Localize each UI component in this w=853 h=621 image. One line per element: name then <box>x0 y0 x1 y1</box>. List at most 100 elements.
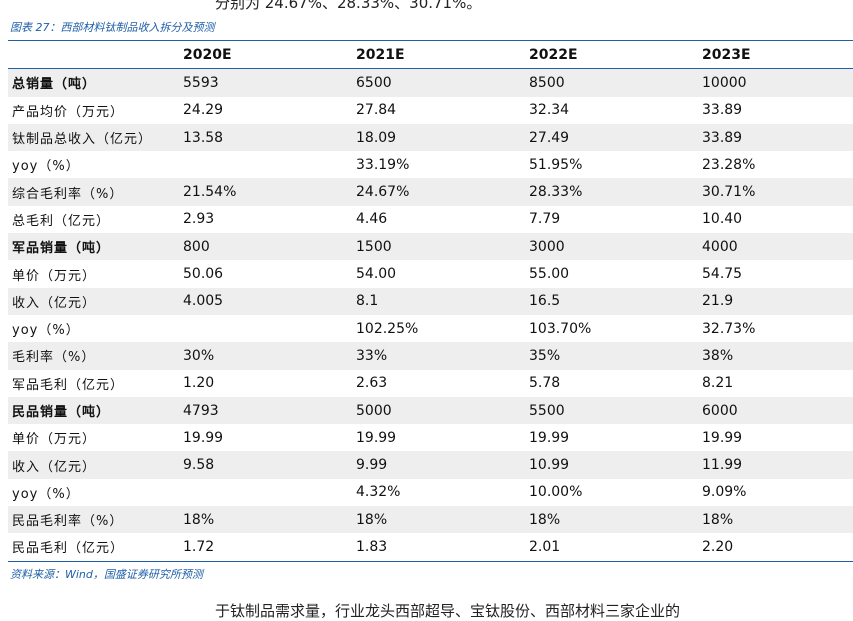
row-label: 军品销量（吨） <box>12 241 111 257</box>
value-cell: 6500 <box>356 74 392 91</box>
row-label: 产品均价（万元） <box>12 104 125 120</box>
table-row: 民品毛利（亿元） 1.72 1.83 2.01 2.20 <box>8 533 853 562</box>
value-cell: 33.89 <box>702 129 743 146</box>
value-cell: 2.01 <box>529 538 561 555</box>
value-cell: 1.20 <box>183 375 215 392</box>
value-cell: 18% <box>529 511 561 528</box>
table-row: 收入（亿元） 4.005 8.1 16.5 21.9 <box>8 287 853 315</box>
value-cell: 4000 <box>702 238 738 255</box>
row-label: 单价（万元） <box>12 268 97 284</box>
header-year-cell: 2021E <box>356 46 405 63</box>
header-year-cell: 2020E <box>183 46 232 63</box>
following-paragraph-fragment: 于钛制品需求量，行业龙头西部超导、宝钛股份、西部材料三家企业的 <box>215 602 681 620</box>
value-cell: 50.06 <box>183 266 224 283</box>
value-cell <box>183 151 356 178</box>
value-cell: 32.73% <box>702 320 756 337</box>
value-cell: 9.99 <box>356 457 388 474</box>
value-cell: 23.28% <box>702 156 756 173</box>
value-cell: 8500 <box>529 74 565 91</box>
row-label: 毛利率（%） <box>12 350 96 366</box>
table-row: yoy（%） 4.32% 10.00% 9.09% <box>8 479 853 506</box>
table-body: 总销量（吨） 5593 6500 8500 10000 产品均价（万元） 24.29 27.8… <box>8 68 853 562</box>
value-cell: 28.33% <box>529 184 583 201</box>
value-cell: 27.84 <box>356 102 397 119</box>
value-cell: 2.20 <box>702 538 734 555</box>
value-cell: 6000 <box>702 402 738 419</box>
value-cell: 5000 <box>356 402 392 419</box>
table-header-row: 2020E 2021E 2022E 2023E <box>8 40 853 69</box>
row-label: 民品销量（吨） <box>12 405 111 420</box>
value-cell: 54.75 <box>702 266 743 283</box>
value-cell: 9.58 <box>183 457 215 474</box>
value-cell: 18% <box>183 511 215 528</box>
row-label: 总毛利（亿元） <box>12 213 111 229</box>
value-cell: 4.32% <box>356 484 401 501</box>
value-cell: 24.67% <box>356 184 410 201</box>
value-cell: 51.95% <box>529 156 583 173</box>
value-cell: 2.93 <box>183 211 215 228</box>
value-cell: 38% <box>702 347 734 364</box>
value-cell: 24.29 <box>183 102 224 119</box>
row-label: 收入（亿元） <box>12 295 97 311</box>
value-cell: 4.46 <box>356 211 388 228</box>
row-label: 民品毛利率（%） <box>12 514 124 530</box>
table-row: 综合毛利率（%） 21.54% 24.67% 28.33% 30.71% <box>8 178 853 206</box>
row-label: 收入（亿元） <box>12 459 97 475</box>
value-cell: 16.5 <box>529 293 561 310</box>
value-cell: 33.89 <box>702 102 743 119</box>
value-cell: 3000 <box>529 238 565 255</box>
value-cell: 21.54% <box>183 184 237 201</box>
table-row: 毛利率（%） 30% 33% 35% 38% <box>8 342 853 370</box>
row-label: 民品毛利（亿元） <box>12 541 125 557</box>
table-row: 钛制品总收入（亿元） 13.58 18.09 27.49 33.89 <box>8 123 853 152</box>
table-row: 总毛利（亿元） 2.93 4.46 7.79 10.40 <box>8 206 853 233</box>
value-cell: 18% <box>702 511 734 528</box>
row-label: yoy（%） <box>12 486 80 502</box>
row-label: 钛制品总收入（亿元） <box>12 132 153 148</box>
value-cell: 30% <box>183 347 215 364</box>
value-cell: 18% <box>356 511 388 528</box>
value-cell: 54.00 <box>356 266 397 283</box>
value-cell: 19.99 <box>702 429 743 446</box>
value-cell: 27.49 <box>529 129 570 146</box>
value-cell: 1.72 <box>183 538 215 555</box>
value-cell: 5.78 <box>529 375 561 392</box>
value-cell: 18.09 <box>356 129 397 146</box>
row-label: 综合毛利率（%） <box>12 186 124 202</box>
value-cell: 102.25% <box>356 320 419 337</box>
value-cell: 1.83 <box>356 538 388 555</box>
table-row: 产品均价（万元） 24.29 27.84 32.34 33.89 <box>8 97 853 124</box>
value-cell: 800 <box>183 238 210 255</box>
value-cell: 4.005 <box>183 293 224 310</box>
value-cell: 8.1 <box>356 293 379 310</box>
value-cell: 19.99 <box>356 429 397 446</box>
value-cell: 30.71% <box>702 184 756 201</box>
value-cell: 35% <box>529 347 561 364</box>
value-cell: 10.00% <box>529 484 583 501</box>
value-cell: 32.34 <box>529 102 570 119</box>
value-cell: 33.19% <box>356 156 410 173</box>
table-row: 单价（万元） 19.99 19.99 19.99 19.99 <box>8 424 853 451</box>
header-year-cell: 2023E <box>702 46 751 63</box>
value-cell: 19.99 <box>529 429 570 446</box>
row-label: yoy（%） <box>12 159 80 175</box>
revenue-forecast-table: 2020E 2021E 2022E 2023E 总销量（吨） 5593 6500 8500 1… <box>8 40 853 562</box>
value-cell: 9.09% <box>702 484 747 501</box>
value-cell: 21.9 <box>702 293 734 310</box>
table-caption: 图表 27：西部材料钛制品收入拆分及预测 <box>10 21 215 34</box>
table-row: yoy（%） 33.19% 51.95% 23.28% <box>8 151 853 178</box>
value-cell: 1500 <box>356 238 392 255</box>
value-cell: 10.99 <box>529 457 570 474</box>
table-row: 单价（万元） 50.06 54.00 55.00 54.75 <box>8 260 853 287</box>
value-cell: 5500 <box>529 402 565 419</box>
table-row: 军品销量（吨） 800 1500 3000 4000 <box>8 233 853 261</box>
header-year-cell: 2022E <box>529 46 578 63</box>
value-cell: 5593 <box>183 74 219 91</box>
value-cell: 7.79 <box>529 211 561 228</box>
table-row: 军品毛利（亿元） 1.20 2.63 5.78 8.21 <box>8 370 853 397</box>
value-cell: 10000 <box>702 74 747 91</box>
table-row: 收入（亿元） 9.58 9.99 10.99 11.99 <box>8 451 853 479</box>
source-note: 资料来源：Wind，国盛证券研究所预测 <box>10 568 203 581</box>
value-cell: 13.58 <box>183 129 224 146</box>
value-cell: 2.63 <box>356 375 388 392</box>
